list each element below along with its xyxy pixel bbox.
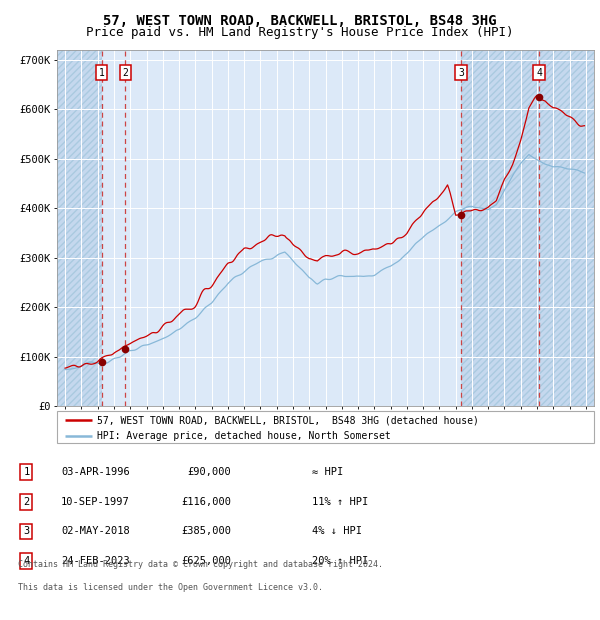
Text: 11% ↑ HPI: 11% ↑ HPI [311, 497, 368, 507]
Bar [102, 50, 461, 406]
FancyBboxPatch shape [57, 411, 594, 443]
Bar [57, 50, 102, 406]
Bar [461, 50, 594, 406]
Text: £385,000: £385,000 [181, 526, 231, 536]
Text: 4: 4 [23, 556, 29, 566]
Text: This data is licensed under the Open Government Licence v3.0.: This data is licensed under the Open Gov… [18, 583, 323, 592]
Text: Contains HM Land Registry data © Crown copyright and database right 2024.: Contains HM Land Registry data © Crown c… [18, 560, 383, 569]
Text: HPI: Average price, detached house, North Somerset: HPI: Average price, detached house, Nort… [97, 431, 391, 441]
Text: ≈ HPI: ≈ HPI [311, 467, 343, 477]
Text: 2: 2 [23, 497, 29, 507]
Text: 3: 3 [23, 526, 29, 536]
Text: 2: 2 [122, 68, 128, 78]
Text: 57, WEST TOWN ROAD, BACKWELL, BRISTOL, BS48 3HG: 57, WEST TOWN ROAD, BACKWELL, BRISTOL, B… [103, 14, 497, 28]
Text: 4: 4 [536, 68, 542, 78]
Text: 02-MAY-2018: 02-MAY-2018 [61, 526, 130, 536]
Text: £116,000: £116,000 [181, 497, 231, 507]
Text: 57, WEST TOWN ROAD, BACKWELL, BRISTOL,  BS48 3HG (detached house): 57, WEST TOWN ROAD, BACKWELL, BRISTOL, B… [97, 415, 479, 425]
Text: 1: 1 [99, 68, 104, 78]
Text: 3: 3 [458, 68, 464, 78]
Text: £625,000: £625,000 [181, 556, 231, 566]
Text: 4% ↓ HPI: 4% ↓ HPI [311, 526, 362, 536]
Text: 24-FEB-2023: 24-FEB-2023 [61, 556, 130, 566]
Text: £90,000: £90,000 [187, 467, 231, 477]
Text: 1: 1 [23, 467, 29, 477]
Text: Price paid vs. HM Land Registry's House Price Index (HPI): Price paid vs. HM Land Registry's House … [86, 26, 514, 39]
Text: 20% ↑ HPI: 20% ↑ HPI [311, 556, 368, 566]
Text: 03-APR-1996: 03-APR-1996 [61, 467, 130, 477]
Text: 10-SEP-1997: 10-SEP-1997 [61, 497, 130, 507]
